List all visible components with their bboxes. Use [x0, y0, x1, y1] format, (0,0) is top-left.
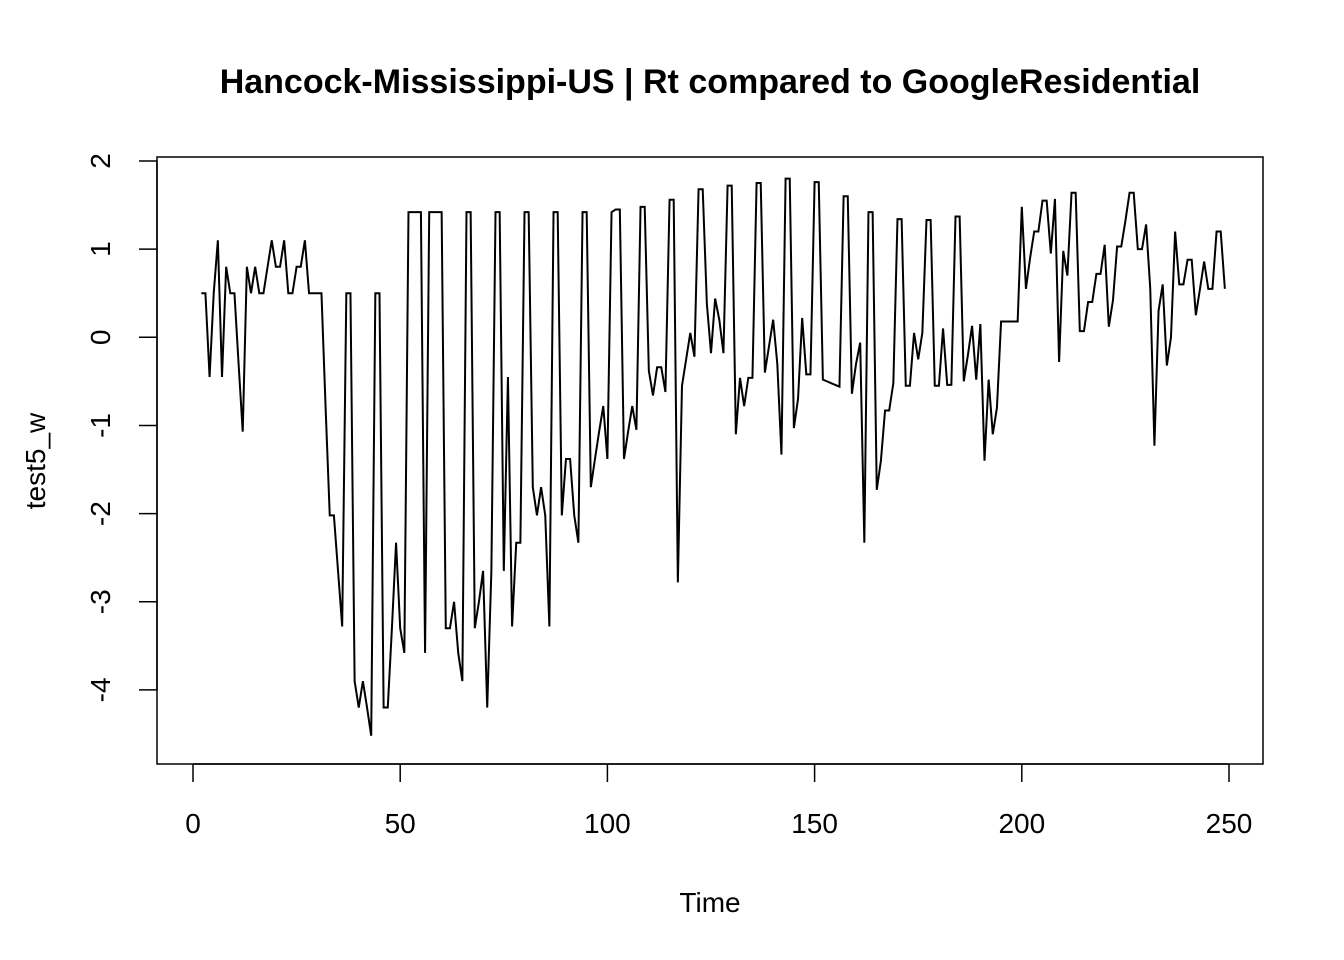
- x-axis: 0 50 100 150 200 250: [185, 763, 1253, 839]
- x-axis-label: Time: [679, 887, 740, 918]
- y-tick-label: 2: [85, 153, 116, 169]
- y-tick-label: 1: [85, 241, 116, 257]
- y-tick-label: -1: [85, 413, 116, 438]
- y-tick-label: -2: [85, 501, 116, 526]
- x-tick-label: 200: [998, 808, 1045, 839]
- series-line: [201, 177, 1226, 736]
- y-tick-label: 0: [85, 330, 116, 346]
- plot-frame: [156, 156, 1264, 765]
- series-group: [201, 177, 1226, 736]
- x-tick-label: 100: [584, 808, 631, 839]
- y-axis-label: test5_w: [20, 412, 51, 509]
- x-tick-label: 250: [1206, 808, 1253, 839]
- x-tick-label: 0: [185, 808, 201, 839]
- x-tick-label: 50: [385, 808, 416, 839]
- y-axis: -4 -3 -2 -1 0 1 2: [85, 153, 158, 702]
- y-tick-label: -3: [85, 589, 116, 614]
- chart-title: Hancock-Mississippi-US | Rt compared to …: [220, 63, 1201, 101]
- x-tick-label: 150: [791, 808, 838, 839]
- y-tick-label: -4: [85, 677, 116, 702]
